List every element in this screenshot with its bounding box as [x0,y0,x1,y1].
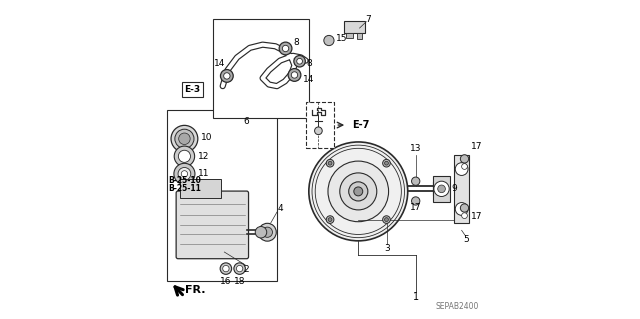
Circle shape [434,181,449,197]
Circle shape [262,227,273,237]
Circle shape [460,204,468,212]
Text: 4: 4 [277,204,283,213]
Circle shape [279,42,292,55]
Text: 8: 8 [293,38,299,47]
Circle shape [412,197,420,205]
Bar [433,176,450,202]
Circle shape [291,72,298,78]
Text: E-7: E-7 [352,120,369,130]
Circle shape [282,45,289,52]
Circle shape [234,263,245,274]
Circle shape [259,223,276,241]
Circle shape [412,177,420,185]
Circle shape [255,226,267,238]
Text: 14: 14 [214,59,225,68]
Circle shape [220,263,232,274]
Circle shape [223,73,230,79]
Text: 10: 10 [202,133,213,142]
Circle shape [461,164,467,169]
Text: 17: 17 [470,212,482,221]
Circle shape [340,173,377,210]
Circle shape [461,213,467,219]
Circle shape [294,56,305,67]
Bar [454,155,469,223]
Circle shape [179,150,191,162]
Bar [167,110,277,281]
Circle shape [179,133,190,145]
Circle shape [171,125,198,152]
Text: 2: 2 [244,265,250,274]
Circle shape [385,218,388,221]
Text: 8: 8 [307,59,312,68]
Text: 14: 14 [303,75,315,84]
Text: B-25-11: B-25-11 [168,184,201,193]
Bar [344,21,365,33]
Bar [213,19,309,118]
Circle shape [328,161,332,165]
Circle shape [175,129,194,148]
Circle shape [326,216,334,223]
Text: 15: 15 [336,34,348,43]
Circle shape [438,185,445,193]
Text: 18: 18 [234,277,245,286]
Circle shape [236,265,243,272]
Bar [180,179,221,198]
Circle shape [315,127,322,135]
FancyBboxPatch shape [176,191,248,259]
Text: E-3: E-3 [184,85,200,94]
Text: 3: 3 [384,244,390,253]
Text: 7: 7 [365,15,371,24]
Bar [356,33,362,39]
Text: SEPAB2400: SEPAB2400 [435,302,479,311]
Text: 5: 5 [463,235,469,244]
Circle shape [383,160,390,167]
Text: 13: 13 [410,144,422,153]
Circle shape [288,69,301,81]
Circle shape [220,70,233,82]
Text: 6: 6 [244,117,250,126]
Text: 1: 1 [413,292,419,302]
Circle shape [324,35,334,46]
Circle shape [309,142,408,241]
Circle shape [178,167,191,180]
Text: 17: 17 [470,142,482,151]
Circle shape [460,155,468,163]
Bar [346,33,353,38]
Circle shape [223,265,229,272]
Circle shape [383,216,390,223]
Circle shape [385,161,388,165]
Text: 17: 17 [410,204,422,212]
Text: FR.: FR. [186,285,206,295]
FancyBboxPatch shape [306,102,333,148]
Circle shape [174,146,195,167]
Circle shape [328,161,388,222]
Circle shape [174,163,195,184]
Circle shape [354,187,363,196]
Circle shape [328,218,332,221]
Circle shape [326,160,334,167]
Circle shape [455,163,468,175]
Text: 11: 11 [198,169,210,178]
Circle shape [297,58,303,64]
Circle shape [455,203,468,215]
Text: 16: 16 [220,277,232,286]
Text: B-25-10: B-25-10 [168,176,201,185]
Circle shape [349,182,368,201]
Text: 12: 12 [198,152,209,161]
Text: 9: 9 [451,184,457,193]
Circle shape [181,171,188,177]
